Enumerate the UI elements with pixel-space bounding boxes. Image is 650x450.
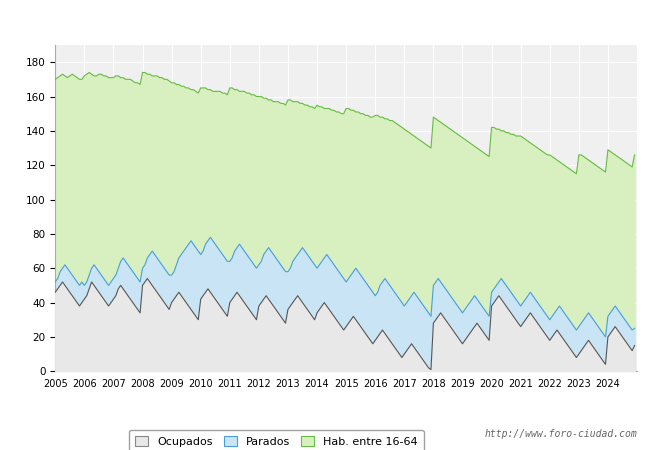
Text: http://www.foro-ciudad.com: http://www.foro-ciudad.com: [484, 429, 637, 439]
Text: Torrecilla de la Orden - Evolucion de la poblacion en edad de Trabajar Noviembre: Torrecilla de la Orden - Evolucion de la…: [28, 14, 622, 24]
Legend: Ocupados, Parados, Hab. entre 16-64: Ocupados, Parados, Hab. entre 16-64: [129, 430, 424, 450]
